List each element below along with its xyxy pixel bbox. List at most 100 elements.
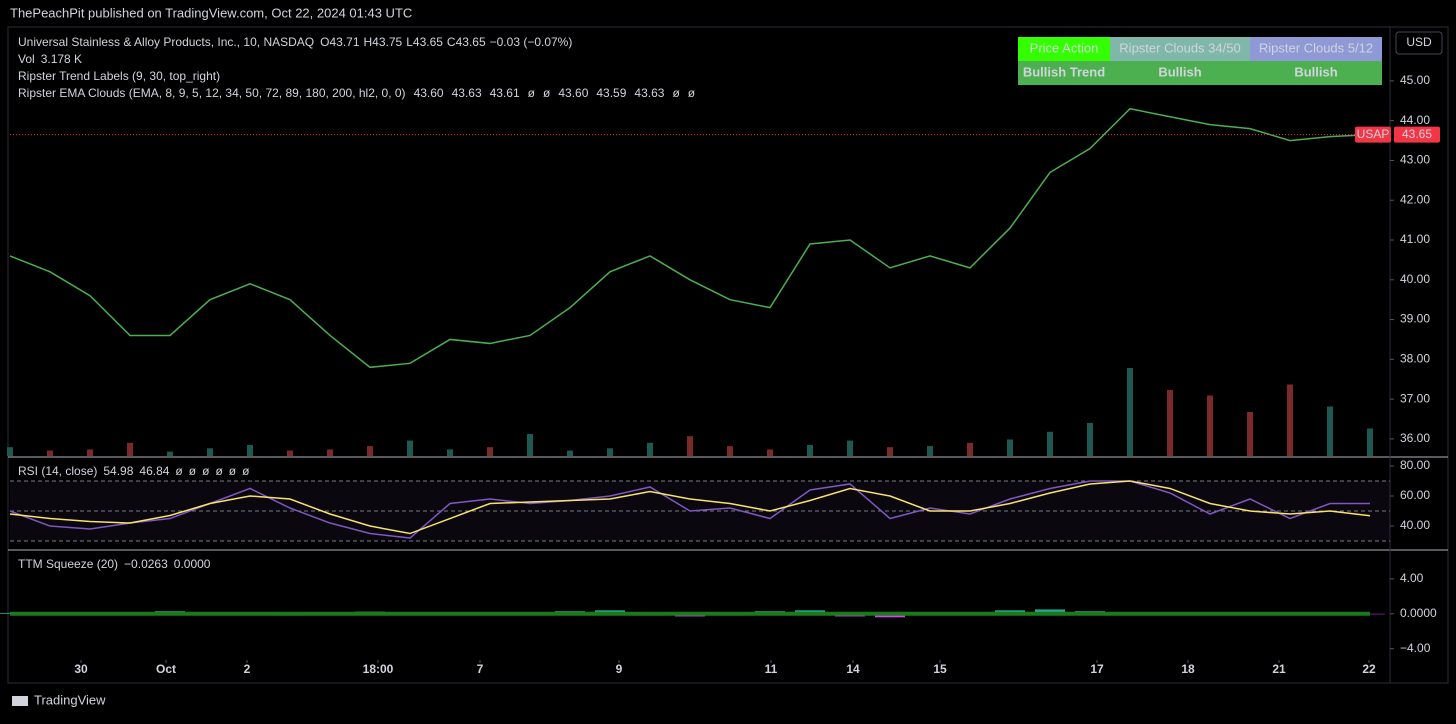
y-tick-label: 37.00: [1400, 391, 1430, 405]
vol-value: 3.178 K: [41, 52, 82, 66]
table-header: Ripster Clouds 34/50: [1119, 40, 1240, 55]
volume-bar: [887, 447, 893, 456]
volume-bar: [927, 446, 933, 456]
symbol-label: USAP: [1357, 127, 1390, 141]
ohlc-key: C: [447, 35, 456, 49]
volume-bar: [207, 448, 213, 456]
legend-value: 46.84: [139, 464, 169, 478]
header: ThePeachPit published on TradingView.com…: [10, 5, 412, 20]
ema-value: ø: [528, 86, 536, 100]
volume-bar: [687, 436, 693, 456]
volume-bar: [287, 450, 293, 456]
histogram-bar: [1035, 609, 1065, 614]
ohlc-value: 43.71: [329, 35, 359, 49]
volume-bar: [567, 450, 573, 456]
x-tick-label: 7: [477, 662, 484, 676]
ema-value: 43.63: [634, 86, 664, 100]
x-tick-label: 21: [1272, 662, 1286, 676]
y-tick-label: 44.00: [1400, 113, 1430, 127]
y-tick-label: 60.00: [1400, 488, 1430, 502]
volume-bar: [1367, 428, 1373, 456]
x-tick-label: 11: [765, 662, 778, 676]
indicator-name: Ripster EMA Clouds (EMA, 8, 9, 5, 12, 34…: [18, 86, 406, 100]
indicator-title: TTM Squeeze (20): [18, 557, 118, 571]
chart-frame: [7, 26, 1449, 684]
legend-value: ø: [202, 464, 210, 478]
table-header-cell: [1110, 37, 1250, 61]
ema-value: ø: [543, 86, 551, 100]
ema-value: 43.61: [490, 86, 520, 100]
volume-bar: [447, 449, 453, 456]
volume-bar: [1087, 423, 1093, 456]
ema-value: ø: [672, 86, 680, 100]
volume-bar: [87, 449, 93, 456]
volume-bar: [1127, 368, 1133, 456]
table-value: Bullish: [1294, 64, 1337, 79]
price-line: [9, 107, 1371, 369]
table-cell: [1250, 61, 1382, 85]
x-tick-label: Oct: [156, 662, 176, 676]
table-value: Bullish: [1158, 64, 1201, 79]
ema-value: 43.60: [558, 86, 588, 100]
ema-value: 43.59: [596, 86, 626, 100]
legend-value: ø: [215, 464, 223, 478]
ohlc-key: L: [406, 35, 413, 49]
x-tick-label: 22: [1362, 662, 1376, 676]
y-tick-label: 38.00: [1400, 352, 1430, 366]
table-cell: [1018, 61, 1110, 85]
volume-bar: [807, 445, 813, 456]
ohlc-value: 43.65: [413, 35, 443, 49]
x-tick-label: 2: [244, 662, 251, 676]
y-tick-label: 36.00: [1400, 431, 1430, 445]
legend-value: 0.0000: [174, 557, 211, 571]
volume-bar: [1007, 439, 1013, 456]
rsi-line: [9, 480, 1371, 535]
logo: [12, 696, 28, 706]
volume-bar: [1287, 384, 1293, 456]
legend-value: ø: [242, 464, 250, 478]
x-tick-label: 18:00: [363, 662, 394, 676]
legend-value: ø: [229, 464, 237, 478]
unit-button[interactable]: [1395, 31, 1443, 55]
unit-label[interactable]: USD: [1406, 35, 1432, 49]
volume-bar: [127, 442, 133, 456]
table-header: Ripster Clouds 5/12: [1259, 40, 1373, 55]
volume-bar: [647, 442, 653, 456]
legend-value: 54.98: [103, 464, 133, 478]
indicator-name: Ripster Trend Labels (9, 30, top_right): [18, 69, 220, 83]
symbol-title: Universal Stainless & Alloy Products, In…: [18, 35, 314, 49]
y-tick-label: 39.00: [1400, 312, 1430, 326]
symbol-badge: [1355, 126, 1391, 143]
ema-value: 43.60: [414, 86, 444, 100]
y-tick-label: 40.00: [1400, 272, 1430, 286]
volume-bar: [167, 451, 173, 456]
ema-value: 43.63: [452, 86, 482, 100]
volume-bar: [1327, 406, 1333, 456]
legend-value: −0.0263: [124, 557, 168, 571]
price-badge: [1394, 126, 1440, 143]
y-tick-label: 41.00: [1400, 232, 1430, 246]
table-cell: [1110, 61, 1250, 85]
legend-value: ø: [189, 464, 197, 478]
volume-bar: [1167, 390, 1173, 456]
volume-bar: [1047, 431, 1053, 456]
x-tick-label: 15: [933, 662, 947, 676]
ohlc-value: 43.75: [372, 35, 402, 49]
x-tick-label: 17: [1090, 662, 1104, 676]
y-tick-label: 42.00: [1400, 192, 1430, 206]
volume-bar: [607, 448, 613, 456]
change: −0.03 (−0.07%): [490, 35, 573, 49]
volume-bar: [767, 449, 773, 456]
footer: TradingView: [34, 692, 106, 707]
ema-value: ø: [688, 86, 696, 100]
x-tick-label: 30: [74, 662, 88, 676]
y-tick-label: 40.00: [1400, 518, 1430, 532]
volume-bar: [47, 450, 53, 456]
volume-bar: [327, 449, 333, 456]
volume-bar: [1247, 412, 1253, 456]
table-header-cell: [1250, 37, 1382, 61]
price-label: 43.65: [1402, 127, 1432, 141]
volume-bar: [407, 440, 413, 456]
